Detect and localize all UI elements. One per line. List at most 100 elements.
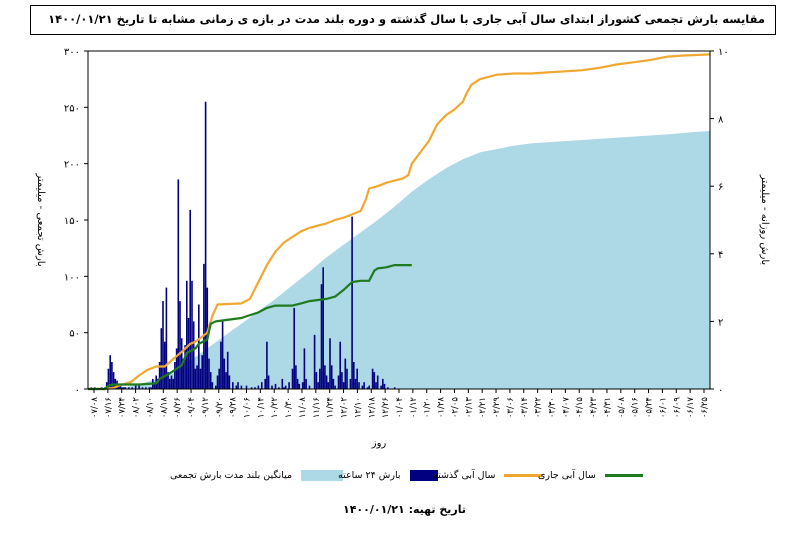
chart-title: مقایسه بارش تجمعی کشوراز ابتدای سال آبی … [48, 12, 765, 26]
daily-rain-bar [325, 375, 328, 389]
x-tick-label: ۰۱/۲۸ [437, 397, 447, 419]
legend-daily-swatch [409, 470, 438, 481]
x-tick-label: ۱۲/۱۰ [353, 397, 363, 418]
daily-rain-bar [167, 372, 169, 389]
daily-rain-bar [174, 362, 176, 389]
daily-rain-bar [274, 383, 277, 389]
daily-rain-bar [330, 365, 333, 389]
daily-rain-bar [201, 355, 203, 389]
daily-bars-layer [90, 101, 396, 389]
x-tick-label: ۱۰/۲۲ [270, 397, 280, 419]
daily-rain-bar [353, 362, 355, 389]
legend-current: سال آبی جاری [538, 470, 643, 481]
last-year-line [88, 53, 711, 391]
preparation-date-label: تاریخ تهیه: [408, 503, 467, 516]
daily-rain-bar [170, 375, 173, 389]
y-left-tick-label: ۵۰ [69, 329, 80, 340]
daily-rain-bar [344, 358, 347, 389]
daily-rain-bar [351, 216, 353, 389]
daily-rain-bar [199, 368, 202, 389]
daily-rain-bar [179, 301, 181, 389]
daily-rain-bar [196, 365, 198, 389]
daily-rain-bar [191, 280, 193, 389]
daily-rain-bar [105, 382, 108, 389]
x-tick-label: ۰۸/۰۲ [132, 397, 142, 419]
daily-rain-bar [254, 387, 256, 389]
legend-current-swatch [604, 474, 643, 477]
lines-layer [88, 53, 711, 391]
legend-longterm-swatch [301, 470, 344, 481]
daily-rain-bar [266, 341, 268, 389]
daily-rain-bar [237, 382, 239, 389]
daily-rain-bar [172, 378, 174, 389]
daily-rain-bar [138, 385, 140, 389]
daily-rain-bar [189, 209, 191, 389]
daily-rain-bar [383, 383, 386, 389]
x-tick-label: ۰۶/۱۷ [686, 397, 696, 419]
daily-rain-bar [160, 328, 163, 389]
legend-longterm: میانگین بلند مدت بارش تجمعی [170, 470, 344, 481]
y-right-tick-label: ۴ [718, 250, 723, 261]
daily-rain-bar [169, 378, 171, 389]
daily-rain-bar [329, 338, 331, 389]
daily-rain-bar [264, 378, 266, 389]
daily-rain-bar [209, 372, 212, 389]
x-tick-label: ۱۲/۲۶ [381, 397, 391, 418]
y-right-tick-label: ۰ [718, 385, 723, 396]
daily-rain-bar [363, 382, 365, 389]
daily-rain-bar [186, 280, 188, 389]
axes-layer: ۰ ۵۰ ۱۰۰ ۱۵۰ ۲۰۰ ۲۵۰ ۳۰۰ ۰ ۲ ۴ ۶ ۸ ۱۰ ۰۷/۰۸ ۰۷/۱۶ ۰۷/۲۴… [35, 47, 770, 449]
x-axis-label: روز [371, 438, 387, 449]
daily-rain-bar [107, 368, 110, 389]
longterm-area [88, 131, 710, 389]
legend-daily-label: بارش ۲۴ ساعته [338, 470, 401, 481]
y-left-tick-label: ۲۵۰ [64, 103, 80, 114]
x-tick-label: ۰۷/۱۶ [104, 397, 114, 418]
x-tick-label: ۱۲/۱۸ [367, 397, 377, 419]
y-left-tick-label: ۱۰۰ [64, 272, 80, 283]
daily-rain-bar [198, 304, 200, 389]
daily-rain-bar [157, 378, 159, 389]
x-tick-label: ۰۶/۰۱ [658, 397, 668, 418]
x-tick-label: ۰۸/۱۸ [159, 397, 169, 419]
daily-rain-bar [119, 385, 122, 389]
daily-rain-bar [226, 351, 229, 389]
daily-rain-bar [223, 358, 226, 389]
daily-rain-bar [250, 387, 253, 389]
daily-rain-bar [257, 385, 260, 389]
daily-rain-bar [319, 368, 321, 389]
x-tick-label: ۰۷/۲۴ [118, 397, 128, 418]
daily-rain-bar [339, 341, 341, 389]
daily-rain-bar [382, 378, 384, 389]
daily-rain-bar [117, 385, 120, 389]
y-left-tick-label: ۳۰۰ [64, 47, 80, 58]
daily-rain-bar [380, 385, 382, 389]
x-tick-label: ۰۹/۲۰ [215, 397, 225, 418]
daily-rain-bar [153, 382, 156, 389]
x-tick-label: ۱۱/۱۶ [312, 397, 322, 418]
x-tick-label: ۰۸/۲۶ [173, 397, 183, 418]
daily-rain-bar [293, 307, 295, 389]
x-tick-label: ۰۳/۰۶ [506, 397, 516, 418]
daily-rain-bar [296, 378, 299, 389]
x-tick-label: ۰۵/۱۶ [631, 397, 641, 418]
daily-rain-bar [232, 382, 234, 389]
legend-longterm-label: میانگین بلند مدت بارش تجمعی [170, 470, 293, 481]
legend-last-year: سال آبی گذشته [433, 470, 543, 481]
daily-rain-bar [291, 368, 294, 389]
daily-rain-bar [121, 387, 123, 389]
x-tick-label: ۱۰/۳۰ [284, 397, 294, 418]
x-tick-label: ۱۰/۱۴ [256, 397, 266, 418]
daily-rain-bar [373, 372, 376, 389]
x-tick-label: ۰۳/۳۰ [548, 397, 558, 418]
x-tick-label: ۰۲/۱۳ [464, 397, 474, 419]
daily-rain-bar [315, 372, 318, 389]
daily-rain-bar [313, 334, 316, 389]
daily-rain-bar [375, 382, 377, 389]
daily-rain-bar [134, 385, 137, 389]
y-right-tick-label: ۸ [718, 115, 724, 126]
daily-rain-bar [261, 382, 263, 389]
daily-rain-bar [295, 365, 297, 389]
daily-rain-bar [245, 385, 248, 389]
x-tick-label: ۰۵/۰۸ [617, 397, 627, 419]
